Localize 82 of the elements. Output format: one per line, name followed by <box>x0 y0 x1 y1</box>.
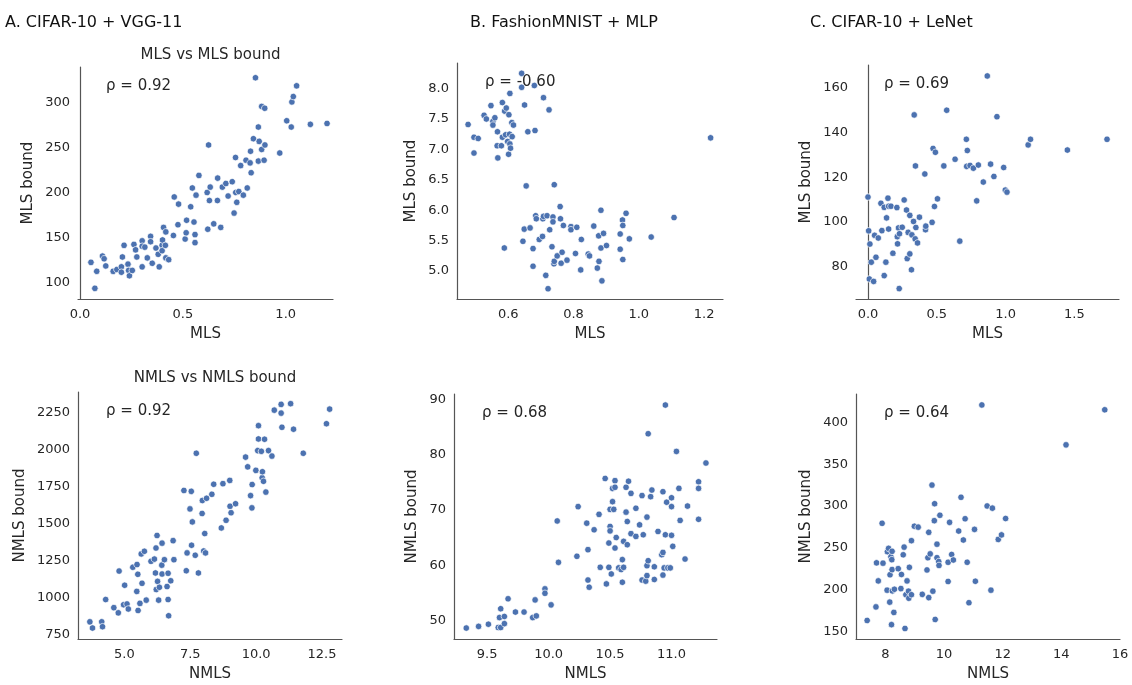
x-tick-label: 1.0 <box>995 306 1016 322</box>
x-tick-label: 12.5 <box>307 646 337 662</box>
annotation: ρ = 0.69 <box>884 73 950 92</box>
y-tick-label: 2250 <box>36 404 70 420</box>
annotation: ρ = -0.60 <box>485 71 556 90</box>
y-tick-label: 80 <box>831 258 848 274</box>
x-tick-label: 14 <box>1053 646 1070 662</box>
y-tick-label: 100 <box>45 273 70 289</box>
y-axis-title: MLS bound <box>795 140 814 224</box>
x-tick-label: 0.8 <box>563 306 584 322</box>
y-tick-label: 1500 <box>36 514 70 530</box>
x-tick-label: 9.5 <box>476 646 498 662</box>
y-tick-label: 50 <box>429 611 446 627</box>
chart-title: B. FashionMNIST + MLP <box>470 11 659 31</box>
y-tick-label: 150 <box>823 622 848 638</box>
y-axis-title: NMLS bound <box>402 469 421 564</box>
y-tick-label: 100 <box>823 213 848 229</box>
y-tick-label: 1750 <box>36 478 70 494</box>
x-tick-label: 5.0 <box>114 646 135 662</box>
annotation: ρ = 0.64 <box>884 402 950 421</box>
y-tick-label: 250 <box>823 539 848 555</box>
x-tick-label: 16 <box>1111 646 1129 662</box>
y-tick-label: 120 <box>823 168 848 184</box>
y-axis-title: MLS bound <box>400 139 419 223</box>
x-tick-label: 12 <box>994 646 1011 662</box>
y-tick-label: 300 <box>823 497 848 513</box>
x-axis-title: NMLS <box>966 663 1010 682</box>
x-tick-label: 7.5 <box>179 646 201 662</box>
y-tick-label: 80 <box>429 446 446 462</box>
x-tick-label: 0.6 <box>497 306 519 322</box>
annotation: ρ = 0.92 <box>106 400 172 419</box>
x-tick-label: 10 <box>935 646 953 662</box>
y-tick-label: 60 <box>429 556 446 572</box>
y-tick-label: 150 <box>45 228 70 244</box>
x-tick-label: 0.5 <box>172 306 194 322</box>
chart-title: NMLS vs NMLS bound <box>133 367 297 386</box>
y-tick-label: 160 <box>823 78 848 94</box>
x-axis-title: NMLS <box>564 663 607 682</box>
y-tick-label: 7.0 <box>428 140 449 156</box>
y-tick-label: 350 <box>823 455 848 471</box>
x-axis-title: MLS <box>972 323 1003 342</box>
y-tick-label: 90 <box>429 390 446 406</box>
chart-subtitle: MLS vs MLS bound <box>140 44 281 63</box>
x-tick-label: 10.0 <box>534 646 564 662</box>
y-tick-label: 200 <box>823 581 848 597</box>
y-tick-label: 5.0 <box>428 262 449 278</box>
x-tick-label: 1.5 <box>1064 306 1085 322</box>
x-tick-label: 0.0 <box>69 306 91 322</box>
x-tick-label: 11.0 <box>657 646 686 662</box>
y-tick-label: 1000 <box>36 588 70 604</box>
y-tick-label: 200 <box>45 184 70 200</box>
x-tick-label: 1.0 <box>628 306 650 322</box>
x-tick-label: 10.5 <box>595 646 625 662</box>
x-axis-title: MLS <box>190 323 221 342</box>
chart-title: C. CIFAR-10 + LeNet <box>810 11 973 31</box>
x-tick-label: 1.0 <box>275 306 297 322</box>
y-tick-label: 750 <box>45 625 70 641</box>
annotation: ρ = 0.92 <box>106 75 172 94</box>
y-tick-label: 140 <box>823 123 848 139</box>
x-axis-title: NMLS <box>188 663 232 682</box>
y-tick-label: 70 <box>429 501 446 517</box>
y-axis-title: MLS bound <box>17 141 36 225</box>
y-tick-label: 5.5 <box>428 231 449 247</box>
y-axis-title: NMLS bound <box>795 469 814 564</box>
x-tick-label: 0.5 <box>926 306 948 322</box>
x-tick-label: 10.0 <box>241 646 271 662</box>
x-tick-label: 1.2 <box>693 306 715 322</box>
y-tick-label: 2000 <box>36 441 70 457</box>
x-axis-title: MLS <box>574 323 606 342</box>
chart-title: A. CIFAR-10 + VGG-11 <box>5 11 183 31</box>
x-tick-label: 8 <box>881 646 890 662</box>
y-tick-label: 6.5 <box>428 171 449 187</box>
y-tick-label: 400 <box>823 413 848 429</box>
y-tick-label: 6.0 <box>428 201 449 217</box>
y-tick-label: 300 <box>45 94 70 110</box>
y-axis-title: NMLS bound <box>9 468 28 563</box>
x-tick-label: 0.0 <box>857 306 879 322</box>
y-tick-label: 7.5 <box>428 110 449 126</box>
annotation: ρ = 0.68 <box>482 402 548 421</box>
y-tick-label: 1250 <box>36 551 70 567</box>
y-tick-label: 8.0 <box>428 79 449 95</box>
y-tick-label: 250 <box>45 139 70 155</box>
